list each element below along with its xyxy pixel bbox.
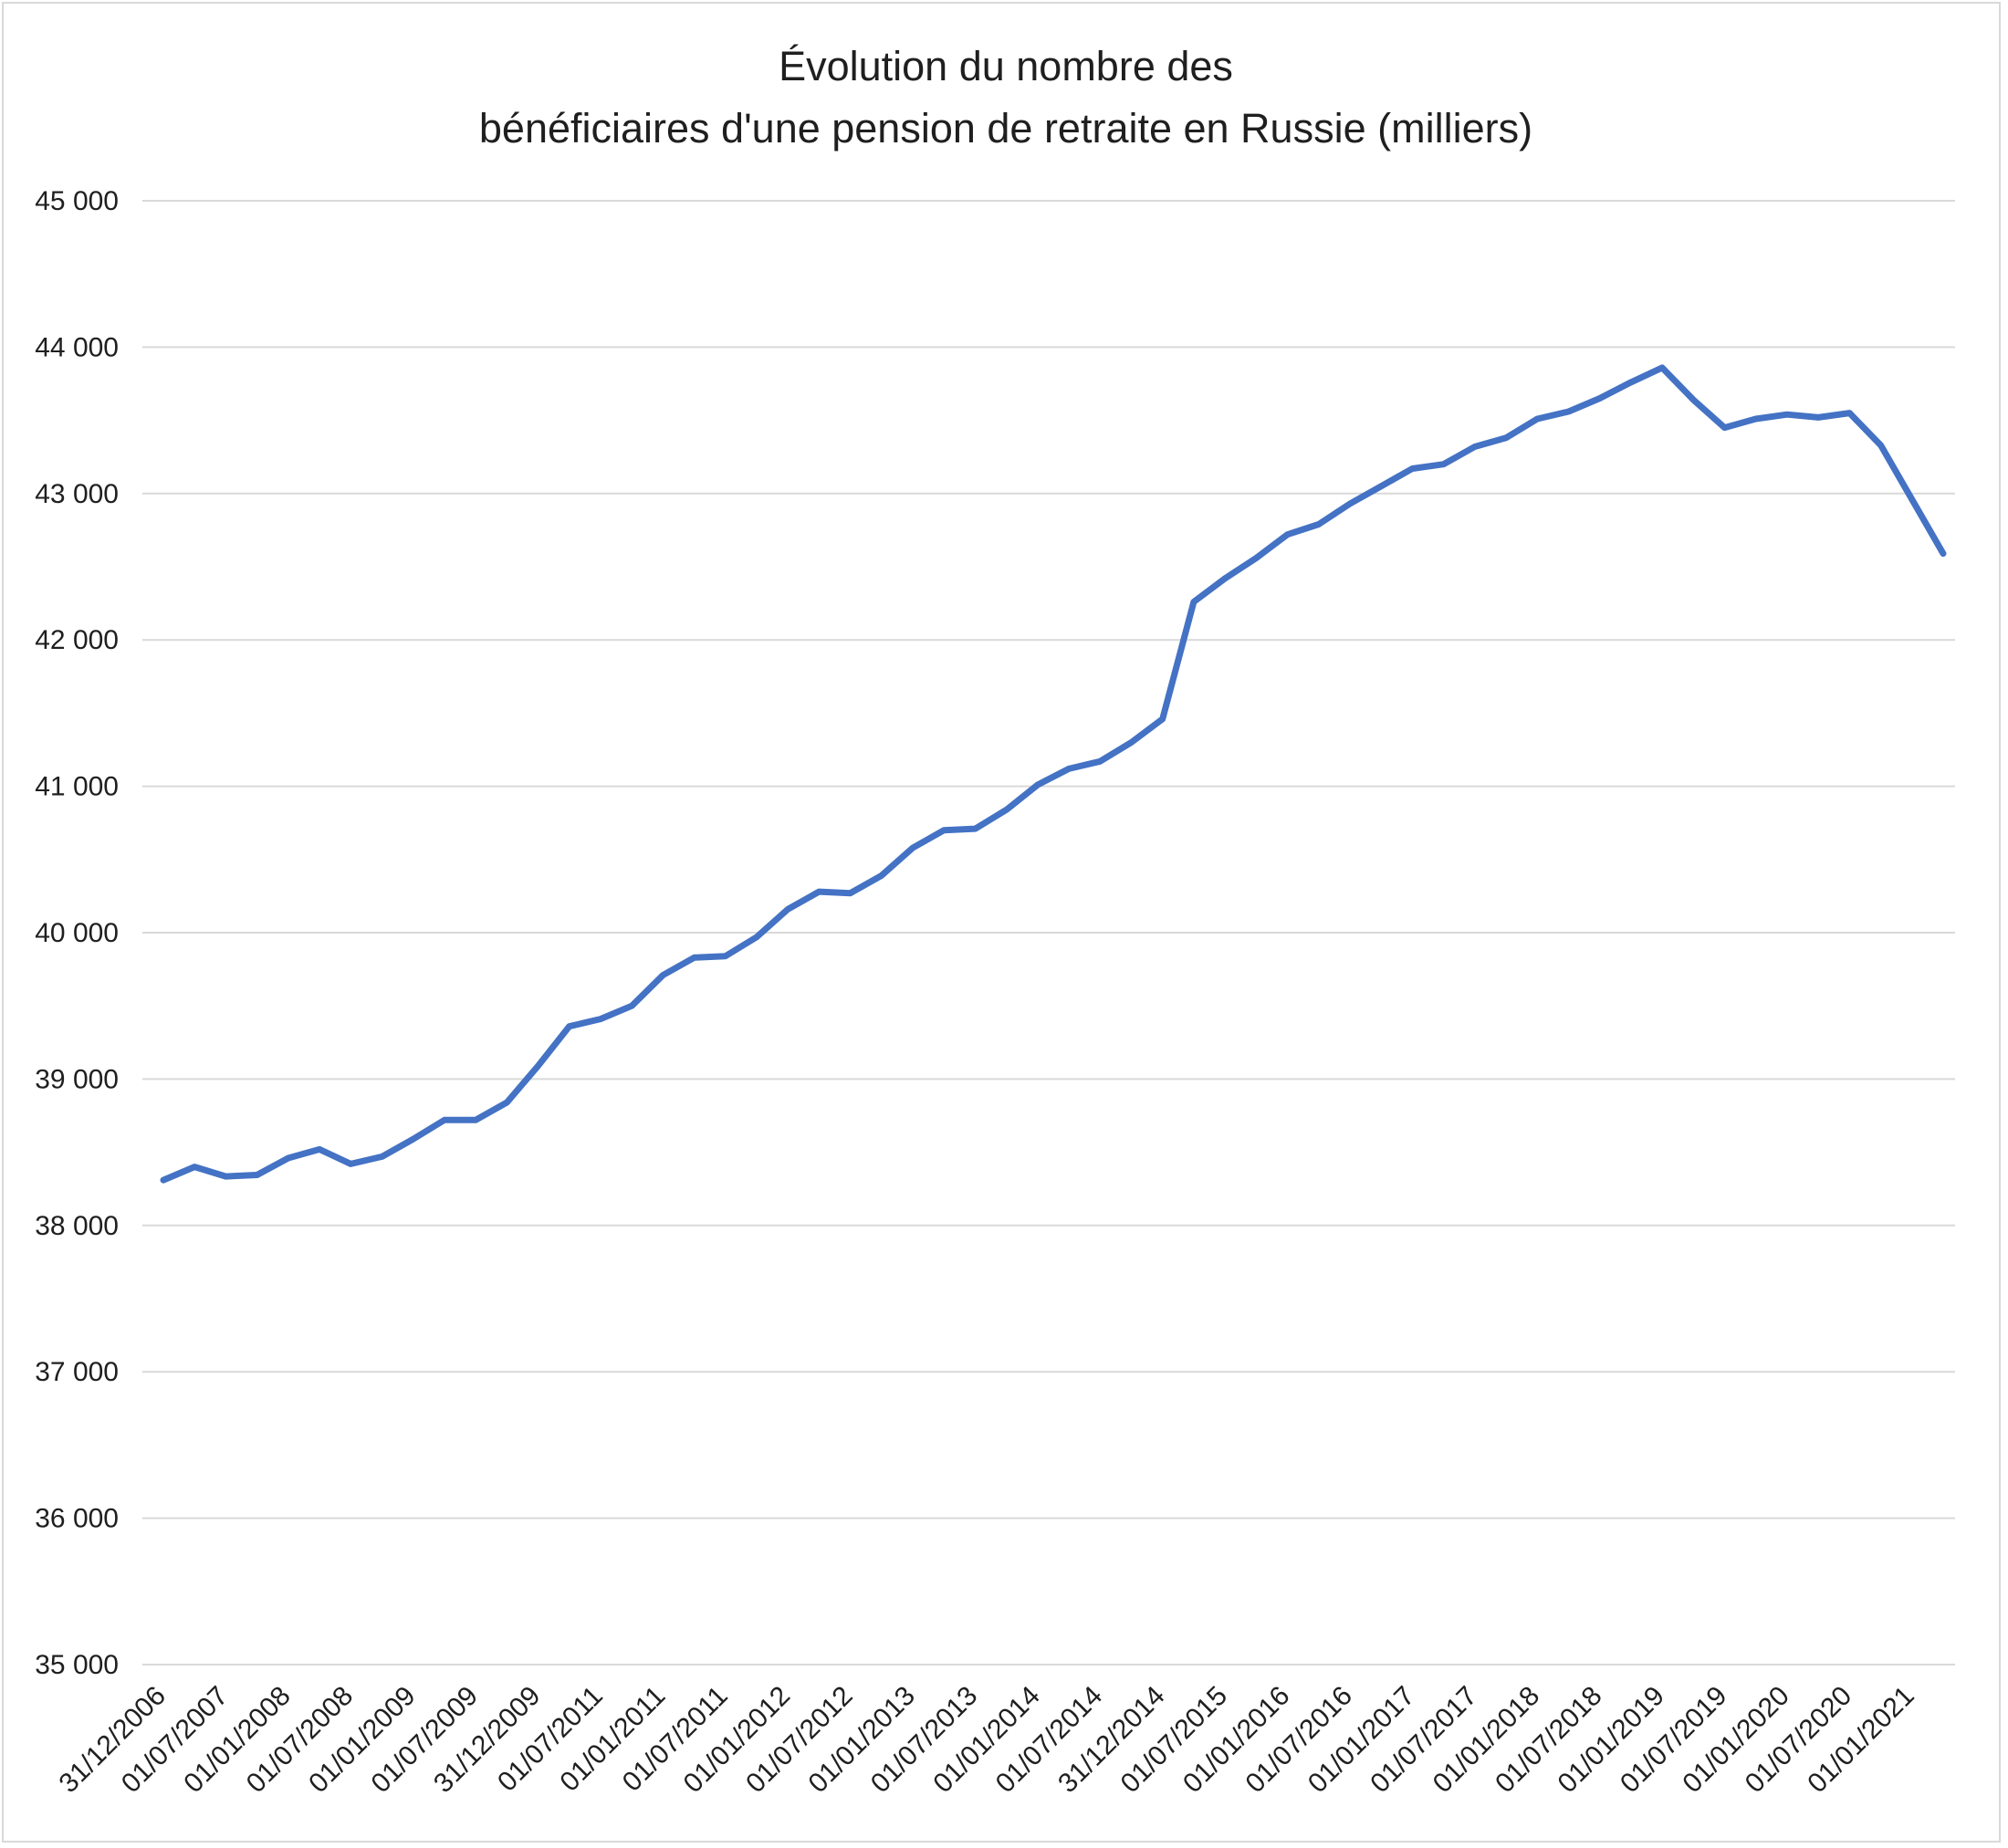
y-axis-tick-labels: 35 000 36 000 37 000 38 000 39 000 40 000 41 0… — [35, 186, 119, 1680]
y-tick-label: 35 000 — [35, 1650, 119, 1680]
chart-title-line-2: bénéficiaires d'une pension de retraite … — [479, 105, 1532, 151]
y-tick-label: 42 000 — [35, 625, 119, 655]
y-tick-label: 37 000 — [35, 1357, 119, 1387]
series-line — [160, 364, 1947, 1184]
y-tick-label: 40 000 — [35, 918, 119, 948]
y-tick-label: 36 000 — [35, 1504, 119, 1534]
y-tick-label: 45 000 — [35, 186, 119, 216]
gridlines — [142, 200, 1955, 1665]
chart-title-line-1: Évolution du nombre des — [779, 43, 1233, 89]
y-tick-label: 39 000 — [35, 1064, 119, 1094]
y-tick-label: 41 000 — [35, 772, 119, 802]
series-layer — [160, 364, 1947, 1184]
y-tick-label: 38 000 — [35, 1211, 119, 1241]
line-chart: Évolution du nombre des bénéficiaires d'… — [35, 43, 1955, 1800]
y-tick-label: 43 000 — [35, 479, 119, 509]
x-axis-tick-labels: 31/12/200601/07/200701/01/200801/07/2008… — [53, 1681, 1919, 1800]
y-tick-label: 44 000 — [35, 332, 119, 362]
